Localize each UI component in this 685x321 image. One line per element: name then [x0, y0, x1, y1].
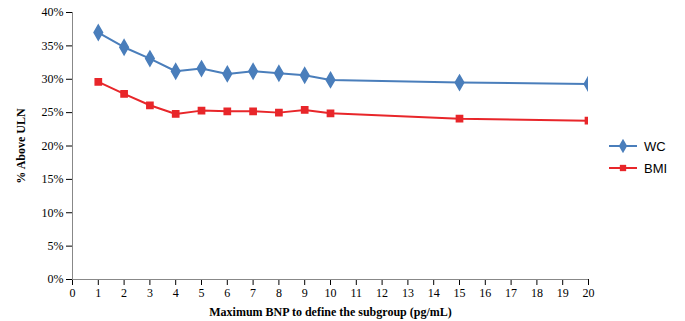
svg-text:6: 6 [224, 286, 230, 300]
svg-text:19: 19 [557, 286, 569, 300]
svg-text:Maximum BNP to define the subg: Maximum BNP to define the subgroup (pg/m… [209, 305, 451, 319]
svg-text:20%: 20% [42, 139, 64, 153]
svg-text:15%: 15% [42, 172, 64, 186]
svg-text:8: 8 [276, 286, 282, 300]
html-text:WC: WC [644, 138, 666, 154]
svg-text:18: 18 [531, 286, 543, 300]
svg-text:9: 9 [302, 286, 308, 300]
svg-text:2: 2 [121, 286, 127, 300]
svg-text:20: 20 [583, 286, 595, 300]
svg-text:17: 17 [505, 286, 517, 300]
svg-text:14: 14 [428, 286, 440, 300]
svg-text:13: 13 [402, 286, 414, 300]
svg-text:12: 12 [376, 286, 388, 300]
svg-text:7: 7 [250, 286, 256, 300]
svg-text:10%: 10% [42, 206, 64, 220]
svg-text:0%: 0% [48, 272, 64, 286]
svg-text:25%: 25% [42, 105, 64, 119]
svg-text:3: 3 [147, 286, 153, 300]
svg-text:0: 0 [70, 286, 76, 300]
svg-text:5%: 5% [48, 239, 64, 253]
svg-text:% Above ULN: % Above ULN [14, 108, 28, 184]
svg-text:1: 1 [95, 286, 101, 300]
html-text:BMI: BMI [644, 160, 668, 176]
svg-text:5: 5 [199, 286, 205, 300]
svg-text:10: 10 [325, 286, 337, 300]
svg-text:40%: 40% [42, 5, 64, 19]
svg-text:11: 11 [351, 286, 363, 300]
svg-text:30%: 30% [42, 72, 64, 86]
svg-text:35%: 35% [42, 39, 64, 53]
svg-text:15: 15 [454, 286, 466, 300]
svg-text:4: 4 [173, 286, 179, 300]
svg-text:16: 16 [479, 286, 491, 300]
